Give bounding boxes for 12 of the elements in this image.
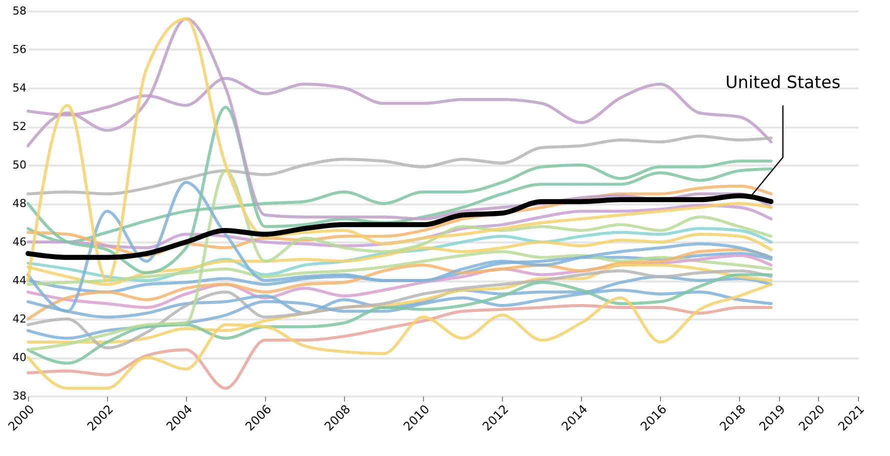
y-tick-label: 38 [12, 390, 26, 402]
y-tick-label: 44 [12, 274, 26, 287]
y-tick-label: 56 [12, 43, 26, 56]
y-tick-label: 58 [12, 4, 26, 18]
y-tick-label: 54 [12, 82, 26, 94]
y-tick-label: 40 [12, 351, 26, 364]
y-tick-label: 48 [12, 197, 26, 210]
y-tick-label: 42 [12, 312, 26, 326]
text: United States [725, 72, 841, 93]
y-tick-label: 50 [12, 158, 26, 172]
y-tick-label: 46 [12, 236, 26, 248]
y-tick-label: 52 [12, 120, 26, 133]
